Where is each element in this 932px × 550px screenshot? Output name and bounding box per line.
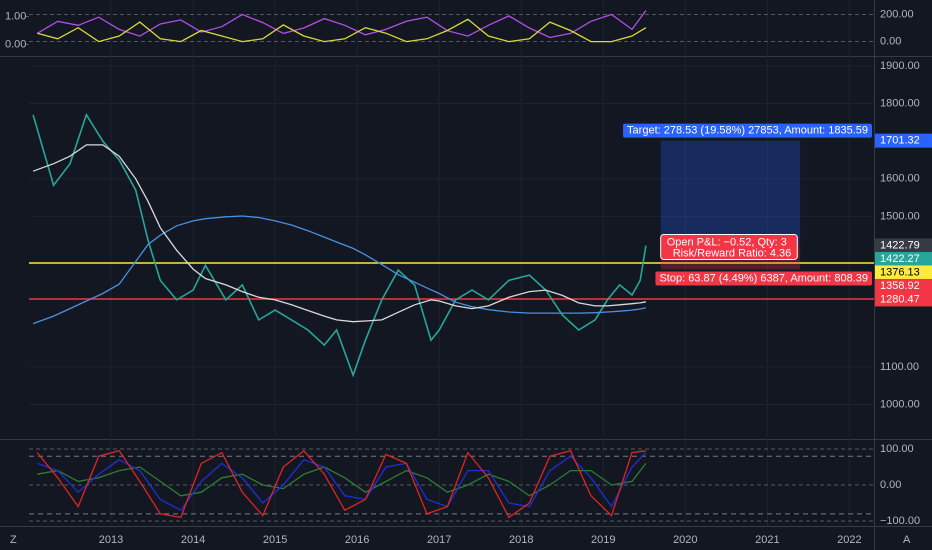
y2-tick-label: 0.00 [5,38,26,50]
y-tick-label: 0.00 [880,35,901,47]
price-label: 1376.13 [880,266,920,278]
y2-tick-label: 1.00 [5,10,26,22]
x-tick-label: 2021 [755,534,779,546]
series-line [36,449,646,519]
annotation: Target: 278.53 (19.58%) 27853, Amount: 1… [627,125,868,137]
ui-button[interactable]: Z [10,534,17,546]
annotation-box [655,271,872,286]
price-label-box [875,251,932,266]
y-tick-label: 100.00 [880,443,914,455]
annotation: Stop: 63.87 (4.49%) 6387, Amount: 808.39 [659,272,868,284]
series-line [32,215,647,325]
ui-button[interactable]: A [903,534,911,546]
x-tick-label: 2016 [345,534,369,546]
price-label-box [875,238,932,253]
series-line [37,463,647,497]
series-line [32,112,647,378]
y-tick-label: 1500.00 [880,210,920,222]
price-label: 1422.79 [880,239,920,251]
x-tick-label: 2019 [591,534,615,546]
y-tick-label: 1100.00 [880,361,919,373]
y-tick-label: 1000.00 [880,398,920,410]
series-line [36,452,647,512]
y-tick-label: 1800.00 [880,97,920,109]
series-line [32,144,647,323]
target-zone [660,140,801,246]
price-label: 1422.27 [880,253,920,265]
y-tick-label: −100.00 [880,515,920,527]
price-label-box [875,265,932,280]
y-tick-label: 200.00 [880,8,914,20]
price-label: 1358.92 [880,280,920,292]
annotation: Open P&L: −0.52, Qty: 3 [667,236,787,248]
x-tick-label: 2014 [181,534,205,546]
price-label-box [875,278,932,293]
series-line [37,18,647,43]
price-label: 1280.47 [880,293,920,305]
price-label-box [875,133,932,148]
x-tick-label: 2013 [99,534,123,546]
x-tick-label: 2017 [427,534,451,546]
x-tick-label: 2018 [509,534,533,546]
y-tick-label: 0.00 [880,479,901,491]
annotation: Risk/Reward Ratio: 4.36 [673,247,792,259]
x-tick-label: 2022 [837,534,861,546]
series-line [36,10,647,39]
x-tick-label: 2015 [263,534,287,546]
y-tick-label: 1600.00 [880,173,920,185]
annotation-box [660,233,798,260]
y-tick-label: 1900.00 [880,60,920,72]
annotation-box [623,123,872,138]
price-label-box [875,292,932,307]
price-label: 1701.32 [880,135,920,147]
x-tick-label: 2020 [673,534,697,546]
